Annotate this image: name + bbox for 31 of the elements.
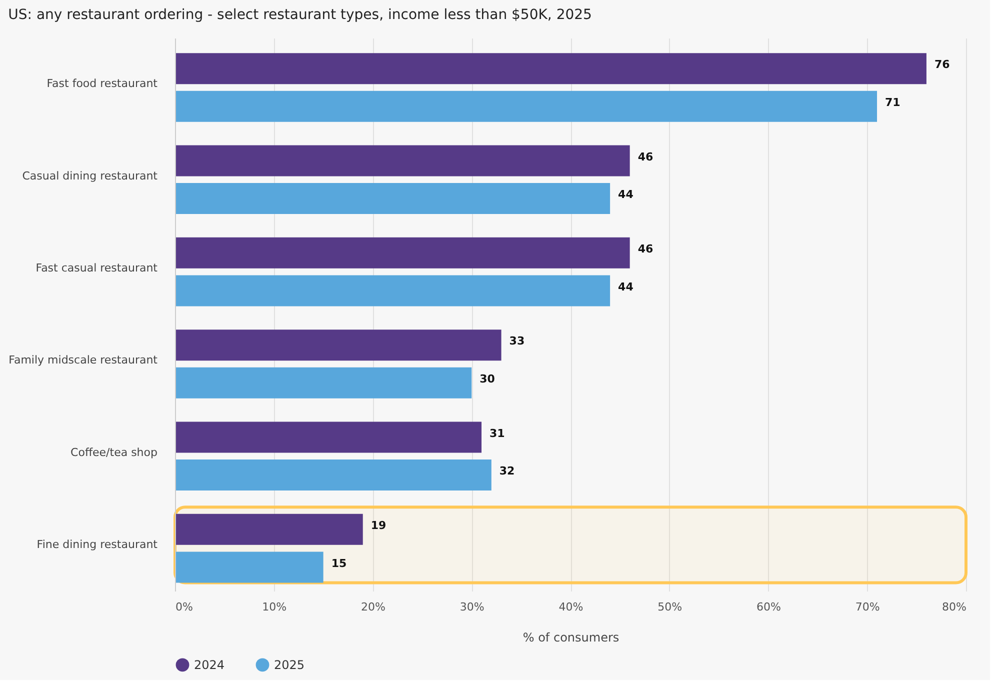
data-label: 31 (490, 426, 505, 440)
y-tick-label: Family midscale restaurant (8, 354, 158, 367)
x-tick-label: 80% (942, 600, 966, 614)
y-tick-label: Fast casual restaurant (36, 261, 158, 274)
x-axis-title: % of consumers (522, 630, 620, 644)
y-tick-label: Coffee/tea shop (70, 446, 158, 459)
x-tick-label: 40% (558, 600, 584, 614)
y-tick-label: Fast food restaurant (46, 77, 158, 90)
y-tick-label: Fine dining restaurant (36, 538, 158, 551)
data-label: 19 (370, 519, 386, 532)
data-label: 76 (934, 58, 950, 72)
x-tick-label: 50% (658, 600, 682, 614)
x-tick-label: 10% (262, 600, 287, 614)
data-label: 15 (331, 556, 347, 570)
data-label: 71 (885, 96, 900, 109)
x-tick-label: 0% (176, 600, 193, 614)
data-label: 44 (618, 188, 634, 202)
legend-label: 2024 (194, 658, 225, 672)
x-tick-label: 60% (756, 600, 781, 614)
x-tick-label: 30% (460, 600, 484, 614)
data-label: 46 (638, 242, 654, 256)
data-label: 33 (509, 334, 525, 348)
chart-title: US: any restaurant ordering - select restaurant types, income less than $50K, 2025 (8, 7, 592, 23)
legend-label: 2025 (274, 658, 305, 672)
data-label: 44 (618, 280, 634, 294)
data-label: 32 (499, 464, 515, 478)
data-label: 46 (638, 150, 654, 164)
y-tick-label: Casual dining restaurant (22, 169, 158, 182)
x-tick-label: 20% (361, 600, 386, 614)
data-label: 30 (480, 372, 496, 386)
x-tick-label: 70% (855, 600, 880, 614)
